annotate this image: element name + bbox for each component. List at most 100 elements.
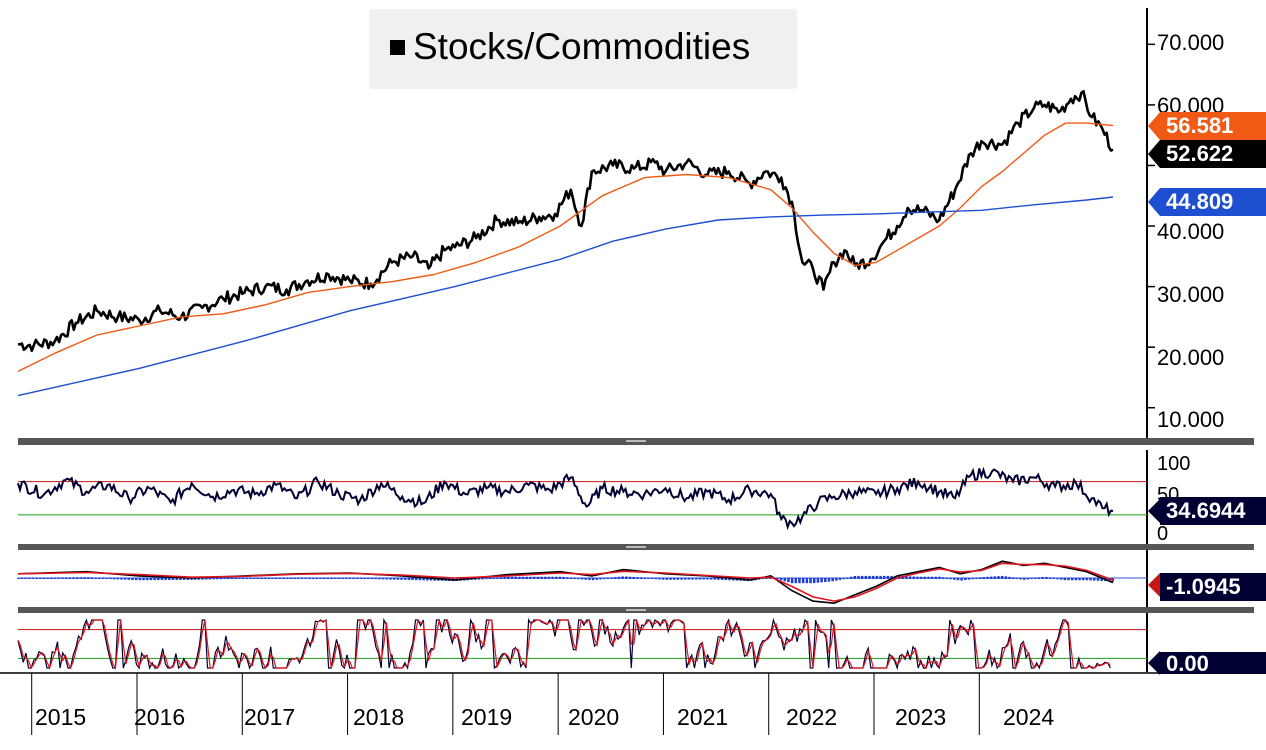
macd-histogram-bar: [164, 578, 167, 581]
macd-histogram-bar: [333, 577, 337, 579]
x-tick-label: 2019: [461, 704, 513, 730]
macd-histogram-bar: [94, 577, 97, 579]
macd-histogram-bar: [215, 578, 219, 580]
macd-histogram-bar: [558, 576, 562, 579]
macd-histogram-bar: [709, 578, 713, 580]
stoch-d-line: [17, 617, 1111, 671]
macd-histogram-bar: [783, 578, 786, 582]
panel-frames: [0, 8, 1266, 674]
macd-histogram-bar: [337, 577, 341, 579]
macd-histogram-bar: [238, 577, 241, 579]
macd-histogram-bar: [831, 578, 834, 582]
rsi-tick-label: 100: [1157, 453, 1191, 475]
stoch-k-line: [17, 617, 1111, 671]
macd-histogram-bar: [1015, 577, 1019, 579]
macd-panel-series: [17, 560, 1160, 605]
macd-histogram-bar: [857, 575, 860, 579]
macd-histogram-bar: [532, 576, 536, 579]
macd-histogram-bar: [1078, 578, 1081, 581]
macd-histogram-bar: [426, 578, 429, 581]
macd-histogram-bar: [993, 576, 997, 579]
macd-histogram-bar: [330, 577, 333, 579]
macd-histogram-bar: [274, 577, 278, 579]
macd-histogram-bar: [661, 578, 665, 580]
macd-histogram-bar: [241, 577, 245, 579]
macd-histogram-bar: [787, 578, 790, 583]
macd-histogram-bar: [227, 577, 230, 579]
macd-histogram-bar: [820, 578, 823, 583]
macd-histogram-bar: [392, 578, 396, 580]
macd-histogram-bar: [706, 578, 709, 580]
main-panel-series: [17, 90, 1160, 397]
macd-histogram-bar: [1011, 577, 1015, 579]
series-line-stocks-commodities: [17, 90, 1114, 353]
macd-histogram-bar: [1081, 578, 1085, 581]
last-value-tag-ma50: 56.581: [1160, 112, 1266, 140]
macd-histogram-bar: [978, 577, 982, 579]
macd-histogram-bar: [886, 575, 890, 579]
macd-histogram-bar: [919, 576, 923, 579]
macd-histogram-bar: [256, 577, 260, 579]
macd-histogram-bar: [31, 577, 35, 579]
macd-histogram-bar: [123, 578, 127, 580]
macd-histogram-bar: [905, 576, 908, 579]
macd-histogram-bar: [120, 578, 123, 580]
macd-histogram-bar: [580, 578, 584, 580]
macd-histogram-bar: [975, 577, 978, 579]
macd-histogram-bar: [890, 575, 893, 579]
macd-histogram-bar: [691, 578, 694, 580]
macd-histogram-bar: [1100, 578, 1103, 581]
macd-histogram-bar: [602, 578, 606, 580]
macd-histogram-bar: [282, 577, 285, 579]
macd-histogram-bar: [695, 578, 698, 580]
legend-box[interactable]: [369, 9, 797, 89]
macd-histogram-bar: [989, 576, 993, 579]
axis-marks: [31, 43, 1155, 735]
series-line-ma-200: [17, 196, 1114, 397]
macd-histogram-bar: [1089, 578, 1092, 581]
macd-histogram-bar: [1019, 578, 1022, 580]
last-value-tag-pointer: [1148, 140, 1160, 168]
macd-histogram-bar: [171, 578, 175, 580]
macd-histogram-bar: [286, 577, 289, 579]
x-tick-label: 2017: [244, 704, 296, 730]
macd-histogram-bar: [186, 578, 190, 580]
macd-histogram-bar: [658, 578, 661, 580]
macd-histogram-bar: [249, 577, 252, 579]
y-tick-label: 10.000: [1157, 407, 1225, 432]
macd-histogram-bar: [1030, 578, 1033, 580]
macd-histogram-bar: [838, 578, 842, 580]
x-tick-label: 2020: [568, 704, 620, 730]
macd-histogram-bar: [912, 576, 915, 579]
macd-histogram-bar: [945, 577, 949, 579]
macd-histogram-bar: [717, 578, 720, 580]
macd-histogram-bar: [87, 577, 90, 579]
macd-histogram-bar: [485, 578, 488, 580]
macd-histogram-bar: [875, 575, 879, 579]
macd-histogram-bar: [934, 576, 938, 579]
macd-histogram-bar: [868, 575, 871, 579]
macd-histogram-bar: [260, 577, 263, 579]
macd-histogram-bar: [98, 577, 101, 579]
macd-histogram-bar: [344, 577, 348, 579]
macd-histogram-bar: [953, 578, 956, 580]
macd-histogram-bar: [1037, 577, 1041, 579]
macd-histogram-bar: [297, 577, 300, 579]
macd-histogram-bar: [134, 578, 138, 581]
y-tick-label: 30.000: [1157, 282, 1225, 307]
macd-histogram-bar: [1074, 578, 1078, 581]
macd-histogram-bar: [1000, 575, 1004, 579]
macd-histogram-bar: [145, 578, 149, 581]
x-tick-label: 2022: [786, 704, 838, 730]
macd-histogram-bar: [529, 576, 532, 579]
last-value-tag-pointer: [1148, 188, 1160, 216]
macd-histogram-bar: [223, 578, 226, 580]
macd-histogram-bar: [127, 578, 131, 580]
macd-histogram-bar: [761, 578, 764, 580]
macd-histogram-bar: [168, 578, 171, 581]
macd-histogram-bar: [665, 578, 669, 580]
macd-histogram-bar: [278, 577, 282, 579]
macd-histogram-bar: [182, 578, 186, 580]
macd-histogram-bar: [901, 576, 904, 579]
macd-histogram-bar: [916, 576, 919, 579]
